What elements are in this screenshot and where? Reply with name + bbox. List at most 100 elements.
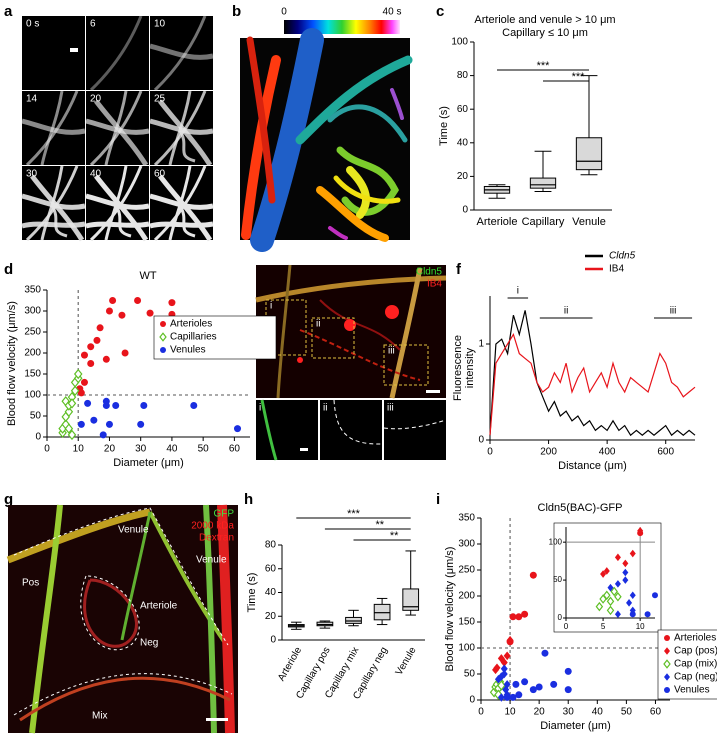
- inset-point: [614, 580, 621, 588]
- inset-y-tick-label: 100: [549, 537, 563, 546]
- point: [73, 368, 83, 380]
- point: [96, 324, 104, 332]
- region-label: iii: [670, 306, 677, 317]
- legend-label: Venules: [170, 345, 206, 356]
- significance-label: **: [376, 519, 385, 531]
- vessel: [104, 90, 128, 166]
- region-label: i: [517, 286, 519, 297]
- x-tick-label: 50: [621, 707, 633, 718]
- y-axis-title: intensity: [464, 347, 476, 388]
- point: [515, 613, 523, 621]
- colorbar-label: 0: [281, 7, 287, 18]
- inset-x-tick-label: 10: [636, 622, 645, 631]
- point: [70, 385, 80, 397]
- legend-swatch: [663, 659, 671, 669]
- point: [541, 649, 549, 657]
- point: [77, 389, 85, 397]
- vessel: [158, 174, 213, 242]
- roi-label: iii: [388, 346, 395, 357]
- inset-point: [606, 596, 615, 607]
- vessel: [94, 99, 149, 167]
- channel-label: GFP: [213, 509, 234, 520]
- legend-label: Venules: [674, 685, 710, 696]
- vessel-label: Pos: [22, 578, 39, 589]
- point: [497, 680, 506, 691]
- point: [67, 429, 77, 441]
- point: [509, 613, 517, 621]
- panel-letter: b: [232, 3, 241, 20]
- point: [535, 683, 543, 691]
- inset-y-tick-label: 50: [553, 575, 562, 584]
- frame: 14: [21, 90, 86, 167]
- inset-point: [626, 599, 633, 607]
- frame-background: [86, 16, 149, 90]
- vessel: [178, 130, 196, 163]
- x-tick-label: 600: [657, 447, 674, 458]
- point: [134, 297, 142, 304]
- channel-label: IB4: [427, 279, 442, 290]
- point: [190, 402, 198, 409]
- panel-letter: g: [4, 491, 13, 508]
- frame-time: 0 s: [26, 19, 39, 30]
- significance-label: ***: [347, 508, 361, 520]
- x-tick-label: 50: [198, 444, 210, 455]
- frame-time: 60: [154, 169, 166, 180]
- vessels: [6, 504, 235, 734]
- inset-label: iii: [387, 403, 394, 414]
- point: [550, 680, 558, 688]
- immunostaining-image: i ii iii Cldn5 IB4 i ii iii: [255, 264, 447, 461]
- point: [497, 693, 505, 702]
- line: [489, 332, 696, 436]
- significance-label: **: [390, 530, 399, 542]
- point: [521, 678, 529, 686]
- point: [64, 423, 74, 434]
- point: [67, 398, 77, 409]
- point: [168, 299, 176, 307]
- frame: 10: [149, 15, 214, 92]
- x-tick-label: Capillary: [522, 216, 565, 228]
- y-tick-label: 350: [458, 513, 475, 524]
- inset-point: [629, 611, 636, 618]
- vessel-label: Venule: [196, 555, 227, 566]
- roi-label: i: [270, 301, 272, 312]
- x-axis-title: Diameter (μm): [113, 457, 184, 469]
- legend-label: Cap (pos): [674, 646, 717, 657]
- panel-letter: i: [436, 491, 440, 508]
- y-tick-label: 350: [24, 285, 41, 296]
- point: [64, 406, 74, 418]
- chart-title: Cldn5(BAC)-GFP: [538, 502, 623, 514]
- legend-swatch: [664, 687, 670, 693]
- inset-x-tick-label: 5: [601, 622, 606, 631]
- channel-label: Cldn5: [416, 267, 443, 278]
- y-tick-label: 0: [462, 205, 468, 216]
- y-tick-label: 60: [457, 104, 469, 115]
- vessel: [85, 221, 150, 229]
- point: [121, 349, 129, 357]
- frame: 40: [85, 165, 150, 242]
- y-tick-label: 300: [24, 306, 41, 317]
- inset-point: [614, 553, 621, 562]
- legend-swatch: [160, 347, 166, 353]
- colorbar-label: 40 s: [383, 7, 402, 18]
- frame-time: 14: [26, 94, 38, 105]
- y-tick-label: 50: [30, 411, 42, 422]
- frame-time: 25: [154, 94, 166, 105]
- point: [105, 307, 113, 315]
- vessel: [94, 174, 149, 242]
- frame: 20: [85, 90, 150, 167]
- y-tick-label: 200: [24, 348, 41, 359]
- box: [529, 177, 557, 189]
- x-tick-label: Arteriole: [477, 216, 518, 228]
- x-tick-label: Venule: [394, 645, 419, 677]
- y-tick-label: 150: [458, 617, 475, 628]
- point: [102, 402, 110, 409]
- y-tick-label: 0: [270, 635, 276, 646]
- y-tick-label: 80: [265, 540, 277, 551]
- x-tick-label: 0: [478, 707, 484, 718]
- legend-box: [153, 315, 277, 360]
- panel-letter: f: [456, 261, 462, 278]
- frame-time: 30: [26, 169, 38, 180]
- time-lapse-grid: 0 s 6 10 14 20 25 30 40 60: [21, 15, 214, 242]
- point: [102, 355, 110, 363]
